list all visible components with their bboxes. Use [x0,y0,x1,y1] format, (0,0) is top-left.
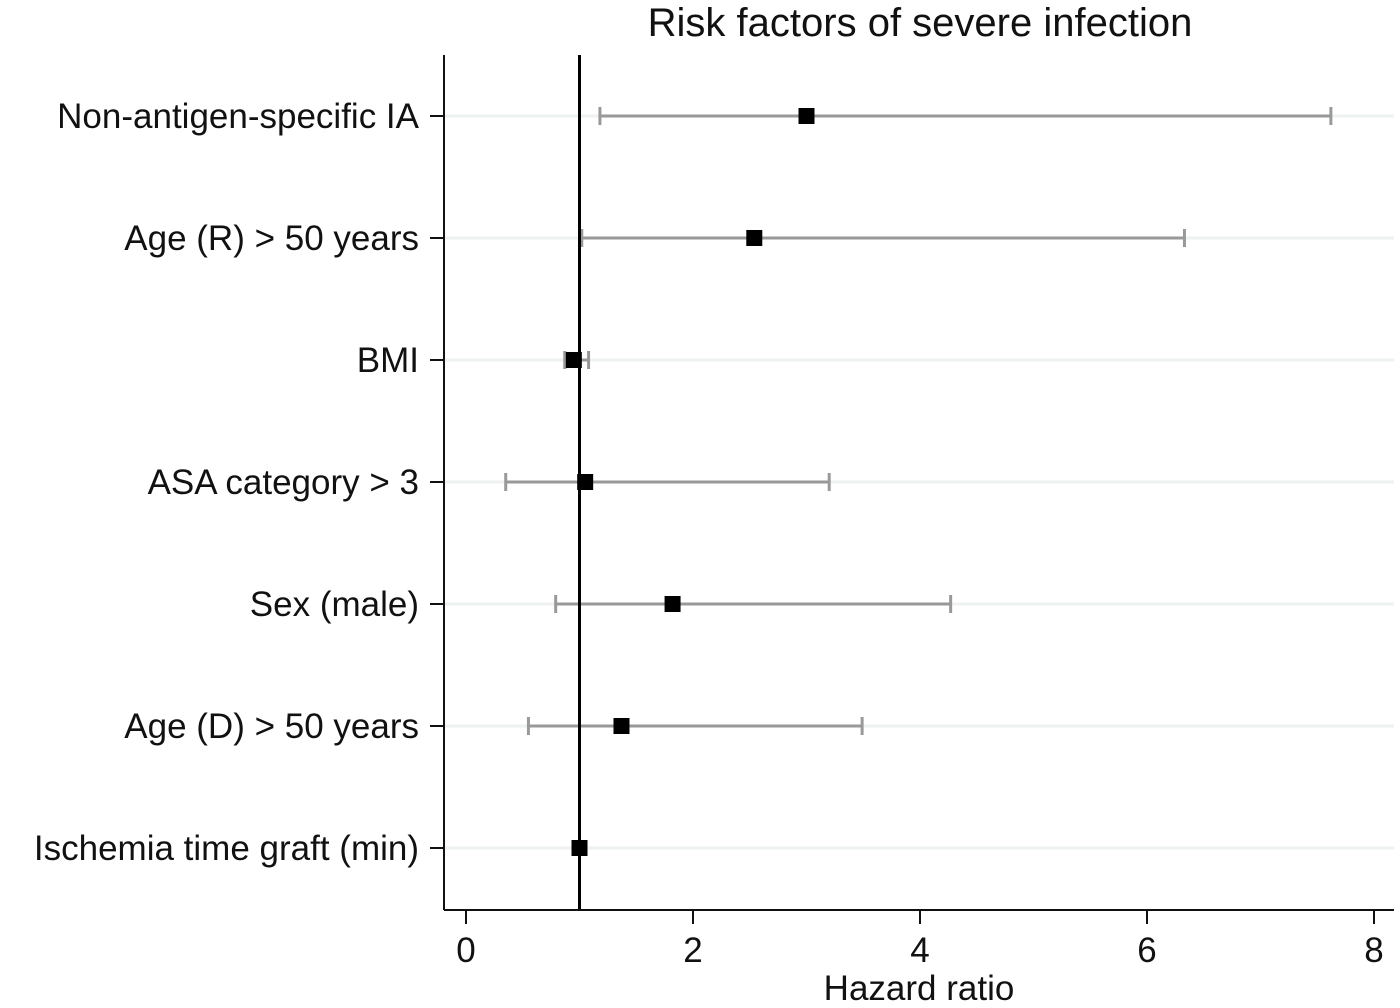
category-label: Non-antigen-specific IA [57,97,419,136]
category-label: ASA category > 3 [148,463,419,502]
category-labels: Non-antigen-specific IA Age (R) > 50 year… [34,97,444,868]
x-tick-label: 8 [1364,931,1383,970]
hazard-ratio-marker [746,230,763,246]
hazard-ratio-marker [577,474,594,490]
category-label: Age (R) > 50 years [124,219,419,258]
x-axis-title: Hazard ratio [824,969,1015,1008]
x-tick-label: 6 [1137,931,1156,970]
x-tick-label: 4 [910,931,929,970]
hazard-ratio-marker [664,596,681,612]
chart-title: Risk factors of severe infection [648,1,1193,45]
hazard-ratio-marker [565,352,582,368]
point-estimates [565,108,815,856]
category-label: Ischemia time graft (min) [34,829,419,868]
x-tick-label: 2 [683,931,702,970]
hazard-ratio-marker [571,840,588,856]
x-axis-ticks: 0 2 4 6 8 [456,910,1384,970]
hazard-ratio-marker [798,108,815,124]
category-label: Sex (male) [250,585,419,624]
category-label: BMI [357,341,419,380]
confidence-intervals [504,107,1333,735]
x-tick-label: 0 [456,931,475,970]
hazard-ratio-marker [613,718,630,734]
category-label: Age (D) > 50 years [124,707,419,746]
